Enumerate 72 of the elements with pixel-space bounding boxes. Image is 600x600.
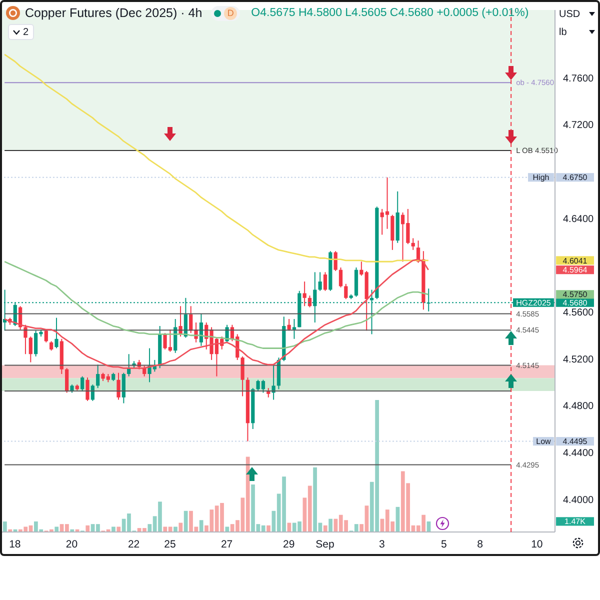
candlestick [65, 368, 69, 394]
annotation: D [224, 6, 238, 20]
text: 4.4495 [562, 437, 588, 446]
bar [328, 518, 332, 532]
y-tick-label: 4.7600 [563, 73, 594, 84]
x-tick-label: 25 [164, 538, 176, 550]
x-tick-label: 3 [378, 538, 385, 550]
text: 4.5964 [562, 266, 588, 275]
candlestick [266, 388, 270, 398]
bar [178, 522, 183, 532]
ref-line-label: HGZ2025 [516, 298, 552, 308]
bar [54, 526, 59, 532]
bar [323, 525, 328, 532]
line-series [4, 54, 430, 262]
bar [112, 526, 116, 532]
bar [174, 526, 178, 532]
candlestick [90, 384, 94, 402]
text: 4.5750 [562, 290, 588, 300]
candlestick [50, 340, 54, 352]
candlestick [24, 324, 28, 355]
bar [266, 525, 270, 532]
y-tick-label: 4.5200 [563, 354, 594, 366]
candlestick [338, 266, 343, 288]
bar [3, 521, 7, 532]
text: 1.47K [564, 517, 586, 526]
candlestick [80, 376, 84, 392]
bar [86, 525, 90, 532]
candlestick [28, 336, 32, 363]
candlestick [360, 261, 364, 276]
candlestick [318, 272, 322, 292]
candlestick [44, 329, 48, 343]
x-tick-label: 8 [477, 538, 484, 550]
candlestick [116, 372, 120, 400]
y-tick-label: 4.4400 [563, 448, 594, 459]
candlestick [272, 364, 276, 400]
chart-subtitle: O4.5675 H4.5800 L4.5605 C4.5680 +0.0005 (+0.01%) [251, 7, 529, 19]
x-tick-label: 20 [66, 538, 78, 550]
x-tick-label: 27 [220, 538, 233, 550]
candlestick [240, 356, 244, 397]
candlestick [54, 317, 58, 349]
candlestick [302, 281, 306, 307]
text: USD [559, 8, 580, 20]
x-tick-label: 5 [440, 538, 447, 550]
y-tick-label: 4.6400 [563, 214, 594, 225]
x-tick-label: 10 [531, 538, 543, 550]
y-tick-label: 4.5600 [563, 308, 594, 319]
y-tick-label: 4.4000 [563, 494, 594, 506]
bar [225, 526, 230, 532]
y-tick-label: 4.4800 [563, 401, 594, 412]
x-tick-label: Sep [316, 538, 335, 550]
x-tick-label: 22 [128, 538, 140, 550]
ref-line-label: High [532, 173, 550, 182]
annotation: 2 [23, 26, 29, 38]
candlestick [344, 283, 348, 300]
bar [199, 520, 204, 532]
text: lb [559, 26, 567, 38]
text: 4.6750 [562, 173, 588, 182]
x-tick-label: 29 [282, 538, 295, 550]
candlestick [292, 318, 296, 340]
bar [184, 510, 188, 532]
candlestick [122, 372, 126, 404]
candlestick [86, 377, 90, 402]
candlestick [323, 272, 328, 292]
bar [116, 526, 121, 532]
candlestick [96, 364, 100, 389]
candlestick [411, 238, 415, 250]
y-tick-label: 4.7200 [563, 120, 594, 132]
text: 4.5680 [562, 298, 588, 308]
text: 4.6041 [562, 256, 588, 266]
chart-title: Copper Futures (Dec 2025) · 4h [25, 6, 202, 20]
ref-line-label: Low [536, 437, 552, 446]
x-tick-label: 18 [9, 538, 21, 550]
